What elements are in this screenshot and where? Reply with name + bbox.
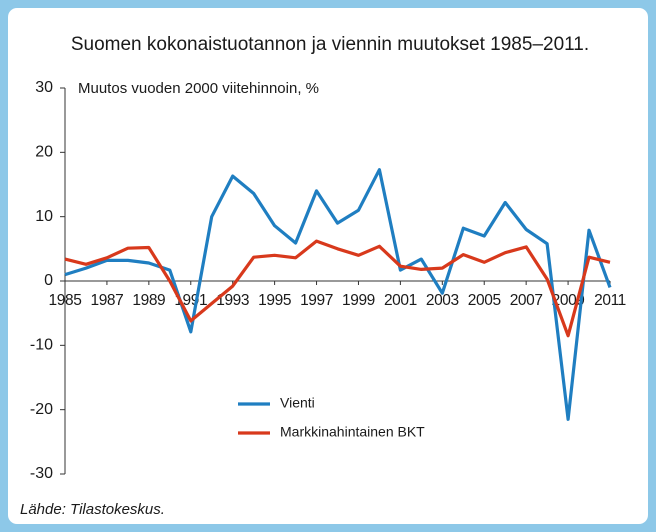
y-axis-label: Muutos vuoden 2000 viitehinnoin, % xyxy=(78,80,319,97)
y-tick-label: 0 xyxy=(44,272,53,289)
x-tick-label: 1997 xyxy=(300,292,333,309)
x-tick-label: 1999 xyxy=(342,292,375,309)
x-tick-label: 2011 xyxy=(594,292,626,309)
x-tick-label: 1989 xyxy=(132,292,165,309)
x-tick-label: 2007 xyxy=(510,292,543,309)
x-tick-label: 2003 xyxy=(426,292,459,309)
source: Lähde: Tilastokeskus. xyxy=(20,501,165,518)
y-tick-label: -10 xyxy=(30,337,53,354)
panel xyxy=(8,8,648,524)
line-series xyxy=(64,239,611,338)
y-tick-label: -20 xyxy=(30,401,53,418)
legend-label: Markkinahintainen BKT xyxy=(280,424,425,440)
y-tick-label: 20 xyxy=(35,144,53,161)
x-tick-label: 1987 xyxy=(90,292,123,309)
line-series xyxy=(64,168,612,421)
y-tick-label: -30 xyxy=(30,465,53,482)
chart-title: Suomen kokonaistuotannon ja viennin muut… xyxy=(71,34,589,55)
x-tick-label: 1995 xyxy=(258,292,291,309)
x-tick-label: 1993 xyxy=(216,292,249,309)
y-tick-label: 10 xyxy=(35,208,53,225)
x-tick-label: 2001 xyxy=(384,292,417,309)
y-tick-label: 30 xyxy=(35,79,53,96)
x-tick-label: 1985 xyxy=(49,292,82,309)
x-tick-label: 2005 xyxy=(468,292,501,309)
legend-label: Vienti xyxy=(280,395,315,411)
